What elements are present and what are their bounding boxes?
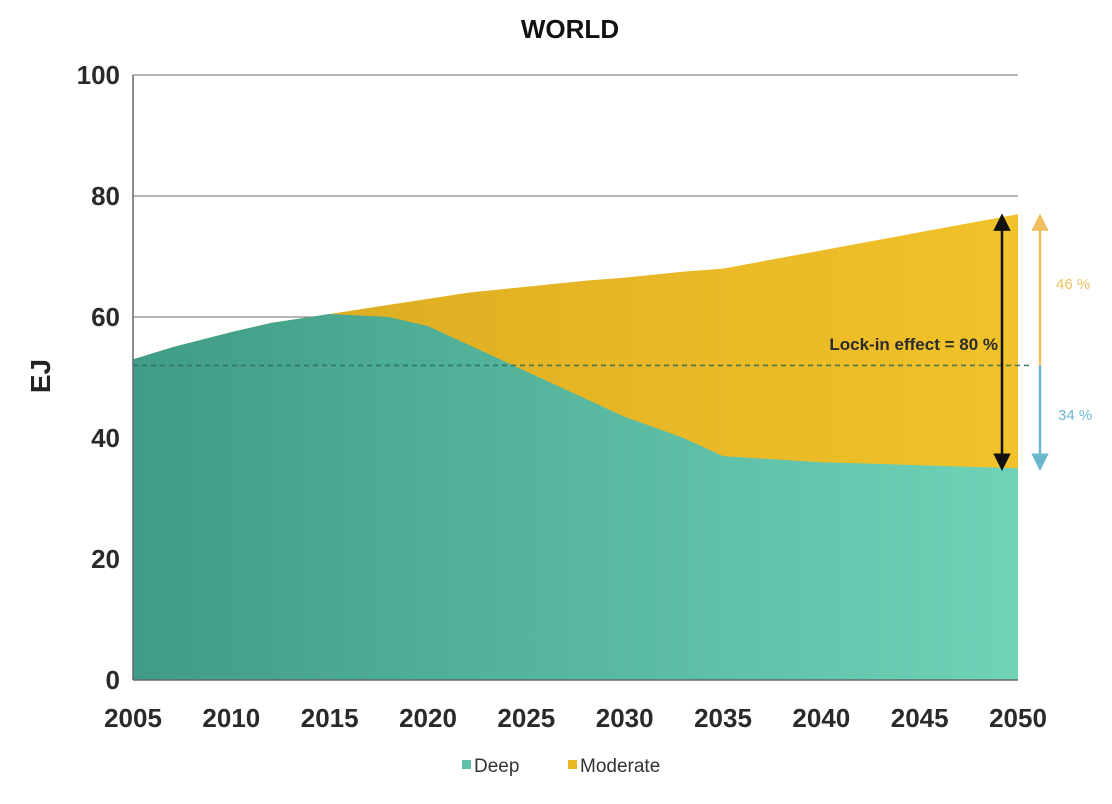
moderate-pct-label: 46 % xyxy=(1056,276,1090,293)
y-tick-label: 20 xyxy=(91,544,120,574)
legend: Deep Moderate xyxy=(462,756,660,777)
plot-areas xyxy=(133,214,1018,680)
x-tick-label: 2010 xyxy=(202,703,260,733)
x-tick-label: 2020 xyxy=(399,703,457,733)
lock-in-annotation: Lock-in effect = 80 % xyxy=(829,335,998,354)
x-tick-label: 2025 xyxy=(497,703,555,733)
chart-title: WORLD xyxy=(521,14,619,44)
y-tick-label: 60 xyxy=(91,302,120,332)
y-ticks: 0 20 40 60 80 100 xyxy=(77,60,120,695)
legend-swatch-moderate xyxy=(568,760,577,769)
area-deep xyxy=(133,313,1018,680)
y-tick-label: 100 xyxy=(77,60,120,90)
legend-label-deep: Deep xyxy=(474,756,519,777)
y-tick-label: 40 xyxy=(91,423,120,453)
axes xyxy=(132,75,1018,681)
y-tick-label: 80 xyxy=(91,181,120,211)
x-ticks: 2005 2010 2015 2020 2025 2030 2035 2040 2045 2050 xyxy=(104,703,1047,733)
x-tick-label: 2045 xyxy=(891,703,949,733)
y-axis-label: EJ xyxy=(25,359,56,393)
legend-swatch-deep xyxy=(462,760,471,769)
x-tick-label: 2015 xyxy=(301,703,359,733)
x-tick-label: 2030 xyxy=(596,703,654,733)
legend-label-moderate: Moderate xyxy=(580,756,660,777)
x-tick-label: 2035 xyxy=(694,703,752,733)
x-tick-label: 2050 xyxy=(989,703,1047,733)
x-tick-label: 2040 xyxy=(792,703,850,733)
x-tick-label: 2005 xyxy=(104,703,162,733)
y-tick-label: 0 xyxy=(106,665,120,695)
deep-pct-label: 34 % xyxy=(1058,407,1092,424)
